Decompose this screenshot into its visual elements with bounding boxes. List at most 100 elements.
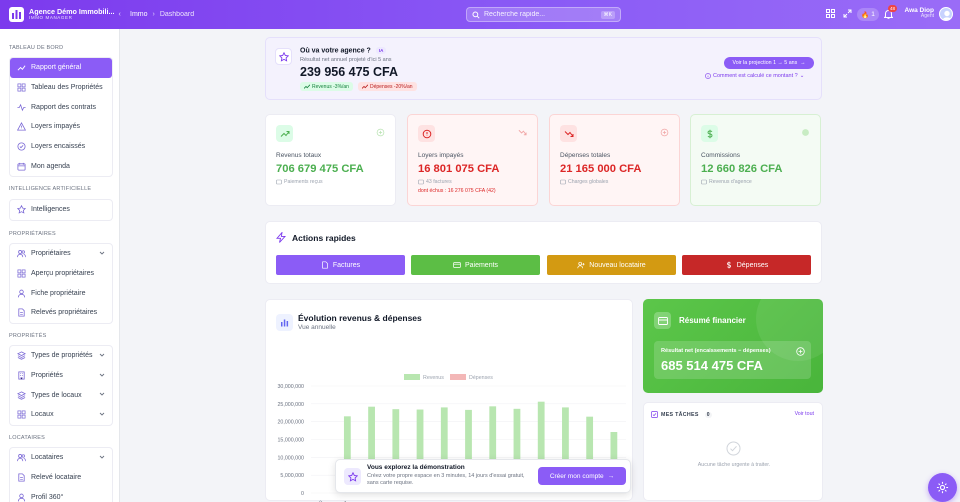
- meta-icon: [418, 179, 424, 185]
- quick-actions-card: Actions rapides Factures Paiements Nouveau…: [265, 221, 822, 284]
- sidebar-item-fiche-proprietaire[interactable]: Fiche propriétaire: [10, 283, 112, 303]
- sidebar-item-label: Types de locaux: [31, 391, 82, 399]
- settings-fab-button[interactable]: [928, 473, 957, 502]
- pulse-icon: [16, 102, 26, 112]
- sidebar-item-label: Locataires: [31, 454, 64, 462]
- sidebar-item-releve-locataire[interactable]: Relevé locataire: [10, 468, 112, 488]
- avatar[interactable]: [939, 7, 953, 21]
- chevron-down-icon[interactable]: [99, 250, 105, 256]
- fullscreen-icon[interactable]: [843, 9, 852, 18]
- kpi-label: Commissions: [701, 152, 741, 159]
- kpi-meta: Revenus d'agence: [701, 179, 752, 185]
- bar-revenus[interactable]: [537, 401, 545, 493]
- create-account-button[interactable]: Créer mon compte →: [538, 467, 626, 485]
- kpi-label: Dépenses totales: [560, 152, 611, 159]
- sidebar-group: Rapport général Tableau des Propriétés Rap…: [9, 57, 113, 178]
- streak-badge[interactable]: 🔥 1: [857, 8, 879, 21]
- sidebar-item-rapport-general[interactable]: Rapport général: [10, 58, 112, 78]
- kpi-meta-text: Paiements reçus: [284, 179, 323, 185]
- sidebar-item-profil-360[interactable]: Profil 360°: [10, 487, 112, 502]
- calendar-icon: [16, 161, 26, 171]
- sidebar-item-releves-proprietaires[interactable]: Relevés propriétaires: [10, 303, 112, 323]
- dollar-icon: [701, 125, 718, 142]
- plus-circle-icon: [660, 128, 669, 137]
- grid-icon: [16, 410, 26, 420]
- sidebar-item-mon-agenda[interactable]: Mon agenda: [10, 156, 112, 176]
- breadcrumb-dashboard: Dashboard: [159, 11, 195, 18]
- alert-circle-icon: [418, 125, 435, 142]
- sidebar-item-intelligences[interactable]: Intelligences: [10, 200, 112, 220]
- plus-circle-icon[interactable]: [796, 347, 805, 356]
- search-input[interactable]: Recherche rapide... ⌘K: [466, 7, 621, 22]
- legend-label[interactable]: Dépenses: [469, 375, 493, 381]
- decorative-circle: [756, 299, 823, 361]
- sidebar-item-proprietes[interactable]: Propriétés: [10, 366, 112, 386]
- sidebar-item-types-de-locaux[interactable]: Types de locaux: [10, 385, 112, 405]
- kpi-card-loyers-impayes[interactable]: Loyers impayés 16 801 075 CFA 43 factures d…: [407, 114, 538, 206]
- sidebar-item-locaux[interactable]: Locaux: [10, 405, 112, 425]
- bar-revenus[interactable]: [440, 407, 448, 493]
- sidebar-item-rapport-des-contrats[interactable]: Rapport des contrats: [10, 97, 112, 117]
- projection-value: 239 956 475 CFA: [300, 65, 398, 79]
- view-all-tasks-link[interactable]: Voir tout: [794, 411, 814, 417]
- sidebar-item-label: Relevés propriétaires: [31, 309, 98, 317]
- chevron-down-icon[interactable]: [99, 391, 105, 397]
- bar-revenus[interactable]: [489, 406, 497, 493]
- sidebar-item-proprietaires[interactable]: Propriétaires: [10, 244, 112, 264]
- how-calculated-link[interactable]: Comment est calculé ce montant ? ⌄: [705, 73, 804, 79]
- projection-question: Où va votre agence ?: [300, 47, 371, 55]
- bar-revenus[interactable]: [368, 406, 375, 493]
- demo-toast-body: Créez votre propre espace en 3 minutes, …: [367, 473, 525, 487]
- quick-actions-title: Actions rapides: [292, 232, 356, 243]
- action-button-nouveau-locataire[interactable]: Nouveau locataire: [547, 255, 676, 275]
- action-button-factures[interactable]: Factures: [276, 255, 405, 275]
- bar-revenus[interactable]: [416, 409, 424, 493]
- sidebar-item-types-de-proprietes[interactable]: Types de propriétés: [10, 346, 112, 366]
- breadcrumb: Immo › Dashboard: [130, 11, 194, 18]
- star-icon: [16, 205, 26, 215]
- bar-revenus[interactable]: [465, 409, 472, 493]
- user-plus-icon: [577, 261, 585, 269]
- brand[interactable]: Agence Démo Immobili... IMMO MANAGER ‹: [0, 7, 122, 22]
- collapse-sidebar-icon[interactable]: ‹: [118, 11, 121, 18]
- trend-down-icon: [560, 125, 577, 142]
- bar-revenus[interactable]: [513, 408, 521, 493]
- sidebar-item-tableau-des-proprietes[interactable]: Tableau des Propriétés: [10, 78, 112, 98]
- kpi-card-revenus-totaux[interactable]: Revenus totaux 706 679 475 CFA Paiements r…: [265, 114, 396, 206]
- y-tick-label: 30,000,000: [277, 384, 304, 390]
- sidebar-item-locataires[interactable]: Locataires: [10, 448, 112, 468]
- user-info[interactable]: Awa Diop Agent: [900, 7, 935, 20]
- breadcrumb-immo[interactable]: Immo: [130, 11, 148, 18]
- chevron-down-icon[interactable]: [99, 372, 105, 378]
- net-result-box: Résultat net (encaissements − dépenses) …: [654, 341, 811, 379]
- meta-icon: [701, 179, 707, 185]
- bar-revenus[interactable]: [343, 416, 351, 493]
- chevron-down-icon[interactable]: [99, 411, 105, 417]
- bar-revenus[interactable]: [392, 409, 400, 493]
- kpi-card-commissions[interactable]: Commissions 12 660 826 CFA Revenus d'agenc…: [690, 114, 821, 206]
- sidebar-item-label: Intelligences: [31, 206, 70, 214]
- action-button-paiements[interactable]: Paiements: [411, 255, 540, 275]
- kpi-value: 16 801 075 CFA: [418, 163, 500, 175]
- kpi-card-depenses-totales[interactable]: Dépenses totales 21 165 000 CFA Charges gl…: [549, 114, 680, 206]
- bar-revenus[interactable]: [562, 407, 569, 493]
- sidebar-item-loyers-impayes[interactable]: Loyers impayés: [10, 117, 112, 137]
- sidebar-item-apercu-proprietaires[interactable]: Aperçu propriétaires: [10, 264, 112, 284]
- x-tick-label: Aug: [337, 500, 348, 502]
- kpi-overdue-text: dont échus : 16 276 075 CFA (42): [418, 188, 496, 194]
- legend-label[interactable]: Revenus: [423, 375, 444, 381]
- chevron-down-icon[interactable]: [99, 352, 105, 358]
- alert-triangle-icon: [16, 122, 26, 132]
- info-icon: [705, 73, 711, 79]
- document-icon: [16, 308, 26, 318]
- bar-revenus[interactable]: [586, 416, 594, 493]
- chevron-down-icon[interactable]: [99, 454, 105, 460]
- apps-grid-icon[interactable]: [826, 9, 835, 18]
- chart-subtitle: Vue annuelle: [298, 324, 336, 331]
- sidebar-item-label: Locaux: [31, 411, 54, 419]
- check-circle-icon: [726, 441, 741, 456]
- sidebar-item-loyers-encaisses[interactable]: Loyers encaissés: [10, 137, 112, 157]
- action-button-depenses[interactable]: Dépenses: [682, 255, 811, 275]
- view-projection-button[interactable]: Voir la projection 1 → 5 ans →: [724, 57, 814, 69]
- kpi-meta-text: Charges globales: [568, 179, 609, 185]
